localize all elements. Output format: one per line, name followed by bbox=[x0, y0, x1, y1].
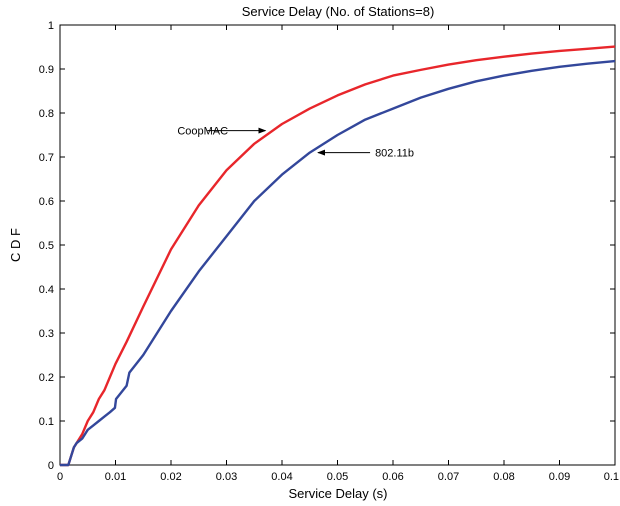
y-tick-label: 0.6 bbox=[39, 196, 54, 208]
series-line-802-11b bbox=[60, 59, 616, 467]
annotations: CoopMAC 802.11b bbox=[177, 126, 414, 160]
x-tick-label: 0.01 bbox=[105, 471, 126, 483]
x-tick-label: 0 bbox=[57, 471, 63, 483]
y-axis-label: C D F bbox=[8, 228, 23, 262]
annotation-label-coopmac: CoopMAC bbox=[177, 126, 228, 138]
series-lines bbox=[60, 45, 616, 467]
series-line-coopmac bbox=[60, 45, 616, 467]
annotation-label-80211b: 802.11b bbox=[375, 148, 414, 160]
y-tick-label: 0.8 bbox=[39, 108, 54, 120]
y-tick-label: 0.9 bbox=[39, 64, 54, 76]
y-tick-label: 0.3 bbox=[39, 328, 54, 340]
x-tick-label: 0.06 bbox=[382, 471, 403, 483]
chart-title: Service Delay (No. of Stations=8) bbox=[242, 4, 435, 19]
y-tick-label: 0.4 bbox=[39, 284, 54, 296]
plot-frame bbox=[59, 24, 616, 466]
x-tick-label: 0.09 bbox=[549, 471, 570, 483]
x-tick-label: 0.07 bbox=[438, 471, 459, 483]
x-tick-label: 0.02 bbox=[160, 471, 181, 483]
y-tick-label: 0.1 bbox=[39, 416, 54, 428]
y-tick-label: 0.2 bbox=[39, 372, 54, 384]
x-tick-label: 0.04 bbox=[271, 471, 292, 483]
x-tick-label: 0.08 bbox=[493, 471, 514, 483]
y-tick-label: 0.7 bbox=[39, 152, 54, 164]
y-tick-label: 0.5 bbox=[39, 240, 54, 252]
x-tick-label: 0.05 bbox=[327, 471, 348, 483]
x-axis-label: Service Delay (s) bbox=[289, 486, 388, 501]
x-tick-label: 0.1 bbox=[604, 471, 619, 483]
x-tick-label: 0.03 bbox=[216, 471, 237, 483]
y-tick-label: 0 bbox=[48, 460, 54, 472]
y-tick-label: 1 bbox=[48, 20, 54, 32]
axis-ticks: 0 0.01 0.02 0.03 0.04 0.05 0.06 0.07 0.08 0.09 0.1… bbox=[39, 20, 619, 483]
